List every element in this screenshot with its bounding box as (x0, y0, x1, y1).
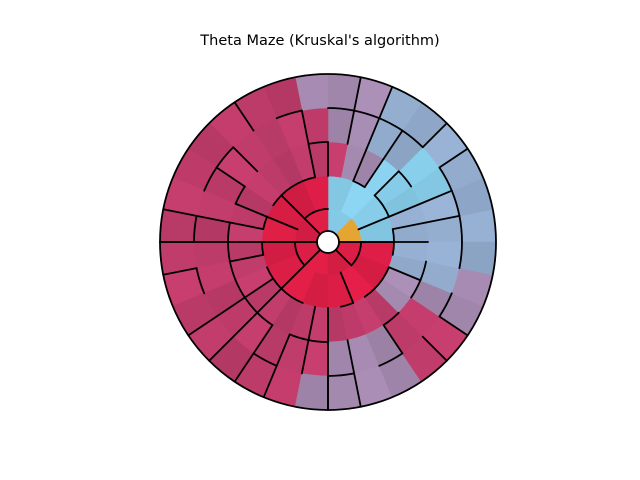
maze-wall-radial (243, 277, 275, 299)
maze-wall-radial (421, 335, 448, 362)
maze-wall-radial (307, 305, 317, 341)
maze-wall-radial (419, 189, 453, 205)
maze-wall-radial (208, 335, 235, 362)
maze-wall-radial (378, 85, 394, 120)
maze-wall-radial (187, 315, 218, 337)
maze-wall-radial (232, 146, 259, 173)
maze-wall-radial (307, 143, 317, 179)
maze-wall-radial (421, 122, 448, 149)
maze-wall-radial (353, 372, 362, 408)
maze-wall-radial (303, 248, 322, 267)
maze-wall-radial (373, 170, 400, 197)
maze-wall-radial (357, 215, 390, 231)
maze-wall-arc (458, 241, 463, 270)
maze-start-cell (335, 218, 361, 242)
maze-wall-radial (303, 217, 322, 236)
maze-wall-radial (280, 264, 306, 290)
maze-wall-radial (346, 339, 356, 375)
maze-outer-wall (159, 73, 497, 411)
maze-wall-radial (352, 148, 368, 182)
maze-wall-radial (363, 157, 385, 189)
maze-wall-radial (334, 248, 353, 267)
maze-wall-radial (266, 215, 299, 231)
maze-wall-radial (233, 352, 255, 383)
maze-wall-radial (233, 101, 255, 132)
maze-wall-radial (300, 339, 310, 375)
maze-wall-radial (162, 208, 198, 217)
maze-wall-radial (234, 202, 268, 218)
maze-wall-arc (290, 295, 304, 304)
maze-wall-radial (256, 287, 283, 314)
maze-wall-radial (438, 147, 469, 169)
maze-wall-radial (425, 214, 461, 224)
maze-wall-radial (275, 333, 291, 367)
maze-wall-radial (280, 194, 306, 220)
maze-wall-radial (438, 315, 469, 337)
maze-wall-radial (388, 266, 422, 282)
maze-wall-radial (232, 311, 259, 338)
maze-wall-radial (391, 221, 427, 231)
maze-wall-radial (229, 221, 265, 231)
maze-wall-radial (262, 364, 278, 399)
maze-wall-radial (300, 109, 310, 145)
maze-wall-radial (215, 166, 246, 188)
maze-wall-radial (229, 253, 265, 263)
maze-walls (159, 76, 469, 411)
maze-cells (159, 73, 497, 411)
maze-hub (316, 230, 340, 254)
maze-title: Theta Maze (Kruskal's algorithm) (200, 33, 440, 49)
maze-wall-radial (339, 271, 355, 304)
maze-wall-radial (365, 117, 381, 151)
maze-wall-radial (382, 324, 404, 355)
maze-wall-radial (346, 109, 356, 145)
maze-wall-radial (215, 296, 246, 318)
maze-wall-radial (162, 267, 198, 276)
maze-wall-radial (252, 324, 274, 355)
maze-wall-radial (353, 76, 362, 112)
maze-wall-radial (195, 214, 231, 224)
maze-wall-radial (388, 202, 422, 218)
maze-wall-radial (382, 129, 404, 160)
